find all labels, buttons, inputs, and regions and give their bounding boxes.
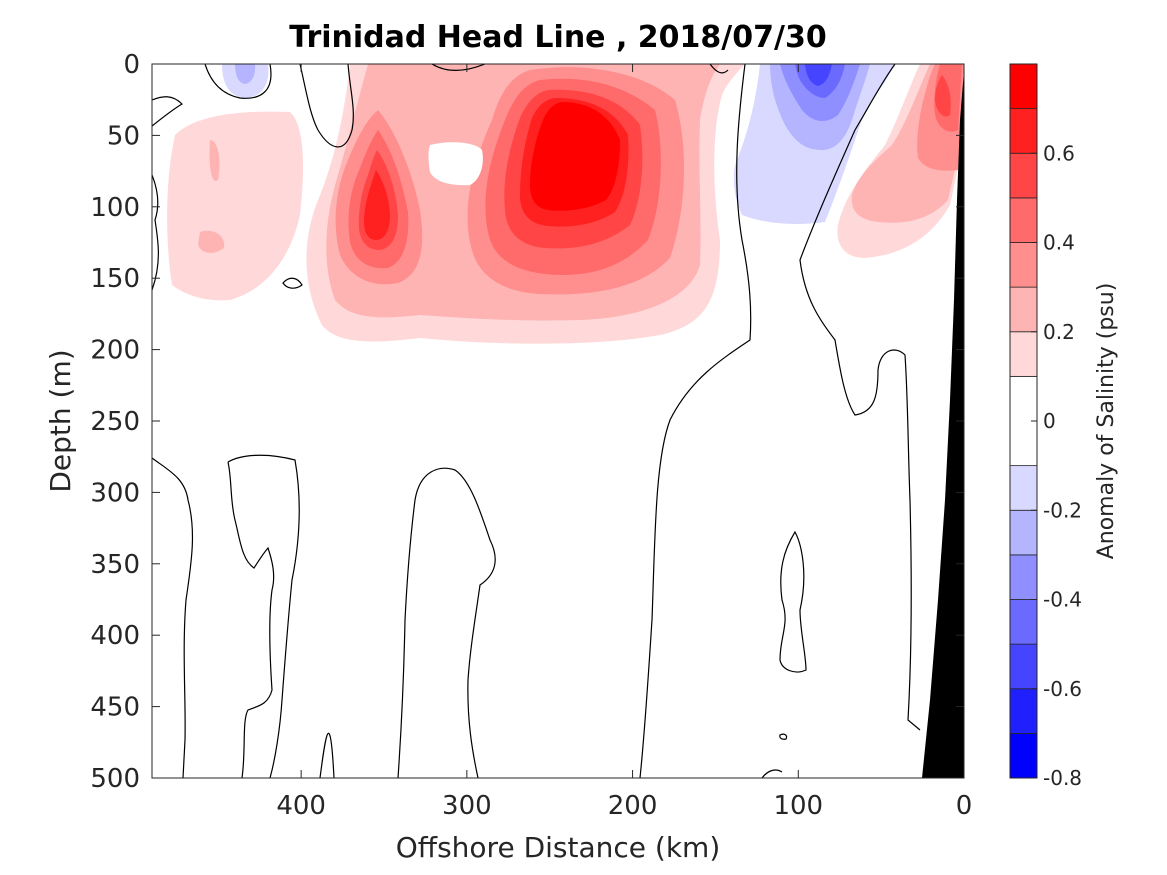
colorbar-tick-label: 0.4 [1043, 231, 1075, 255]
colorbar-segment [1009, 732, 1038, 779]
colorbar-segment [1009, 643, 1038, 690]
chart-title: Trinidad Head Line , 2018/07/30 [289, 20, 826, 55]
zero-contour [152, 457, 194, 778]
zero-contour-lines [152, 64, 921, 778]
colorbar-segment [1009, 152, 1038, 199]
y-tick-label: 150 [90, 264, 140, 294]
colorbar-label: Anomaly of Salinity (psu) [1094, 283, 1119, 560]
colorbar-tick-label: -0.8 [1043, 766, 1082, 790]
y-tick-label: 400 [90, 621, 140, 651]
colorbar-segment [1009, 509, 1038, 556]
zero-contour [282, 277, 303, 289]
positive-anomaly-coastal [837, 64, 964, 258]
zero-contour [152, 96, 183, 127]
contour-fill-0.5-coastal [935, 75, 951, 117]
y-tick-label: 50 [107, 121, 140, 151]
colorbar-segment [1009, 242, 1038, 288]
x-axis-label: Offshore Distance (km) [396, 831, 721, 864]
colorbar-tick-label: 0.6 [1043, 141, 1075, 165]
zero-contour [397, 467, 496, 778]
colorbar-tick-label: -0.6 [1043, 677, 1082, 701]
y-tick-label: 500 [90, 764, 140, 794]
zero-contour [204, 64, 272, 99]
zero-contour [431, 64, 486, 72]
colorbar-segment [1009, 286, 1038, 333]
y-tick-label: 100 [90, 193, 140, 223]
zero-contour [779, 733, 788, 740]
zero-contour [299, 64, 354, 148]
contour-fill-neg0.2-offshore [235, 64, 256, 84]
zero-contour [227, 454, 300, 778]
zero-contour [319, 732, 335, 778]
positive-anomaly-west [167, 111, 303, 301]
plot-area [152, 64, 964, 778]
x-tick-label: 300 [442, 791, 492, 821]
x-tick-label: 200 [608, 791, 658, 821]
colorbar-segment [1009, 197, 1038, 243]
y-tick-label: 250 [90, 407, 140, 437]
x-tick-label: 400 [276, 791, 326, 821]
zero-contour [779, 530, 807, 673]
x-tick-label: 100 [773, 791, 823, 821]
y-tick-label: 200 [90, 336, 140, 366]
colorbar-segment [1009, 63, 1038, 110]
y-tick-label: 450 [90, 693, 140, 723]
contour-fill-neg0.5-shelf [805, 64, 832, 86]
colorbar-segment [1009, 108, 1038, 154]
x-axis-ticks: 400 300 200 100 0 [276, 64, 972, 821]
contour-fill-0.2-west-a [209, 140, 220, 181]
colorbar-segment [1009, 688, 1038, 734]
contour-fill-0.6-355 [364, 170, 390, 240]
zero-contour [639, 64, 752, 778]
negative-anomaly-shelf [733, 64, 895, 224]
y-axis-ticks: 0 50 100 150 200 250 300 350 400 450 500 [90, 50, 964, 794]
negative-anomaly-offshore [222, 64, 269, 98]
zero-anomaly-pocket [428, 142, 483, 186]
colorbar-segment [1009, 554, 1038, 600]
positive-anomaly-core-355 [335, 110, 423, 285]
colorbar-segment [1009, 331, 1038, 377]
colorbar-segment [1009, 599, 1038, 645]
positive-anomaly-central [306, 64, 745, 344]
x-tick-label: 0 [956, 791, 973, 821]
contour-fill-0.7-central [530, 102, 620, 211]
colorbar-segment [1009, 465, 1038, 511]
colorbar-tick-label: -0.4 [1043, 588, 1082, 612]
bathymetry-seafloor [922, 70, 964, 778]
colorbar-tick-label: -0.2 [1043, 498, 1082, 522]
y-tick-label: 0 [123, 50, 140, 80]
zero-contour [152, 174, 159, 291]
contour-fill-0.2-west-b [198, 230, 225, 253]
contour-fill-0.1-west [167, 111, 303, 301]
colorbar: -0.8 -0.6 -0.4 -0.2 0 0.2 0.4 0.6 [1009, 63, 1082, 790]
y-tick-label: 300 [90, 478, 140, 508]
y-axis-label: Depth (m) [44, 349, 77, 492]
zero-contour [709, 64, 729, 74]
zero-contour [799, 64, 921, 731]
zero-contour [761, 769, 783, 778]
y-tick-label: 350 [90, 550, 140, 580]
colorbar-tick-label: 0 [1043, 409, 1056, 433]
colorbar-tick-label: 0.2 [1043, 320, 1075, 344]
